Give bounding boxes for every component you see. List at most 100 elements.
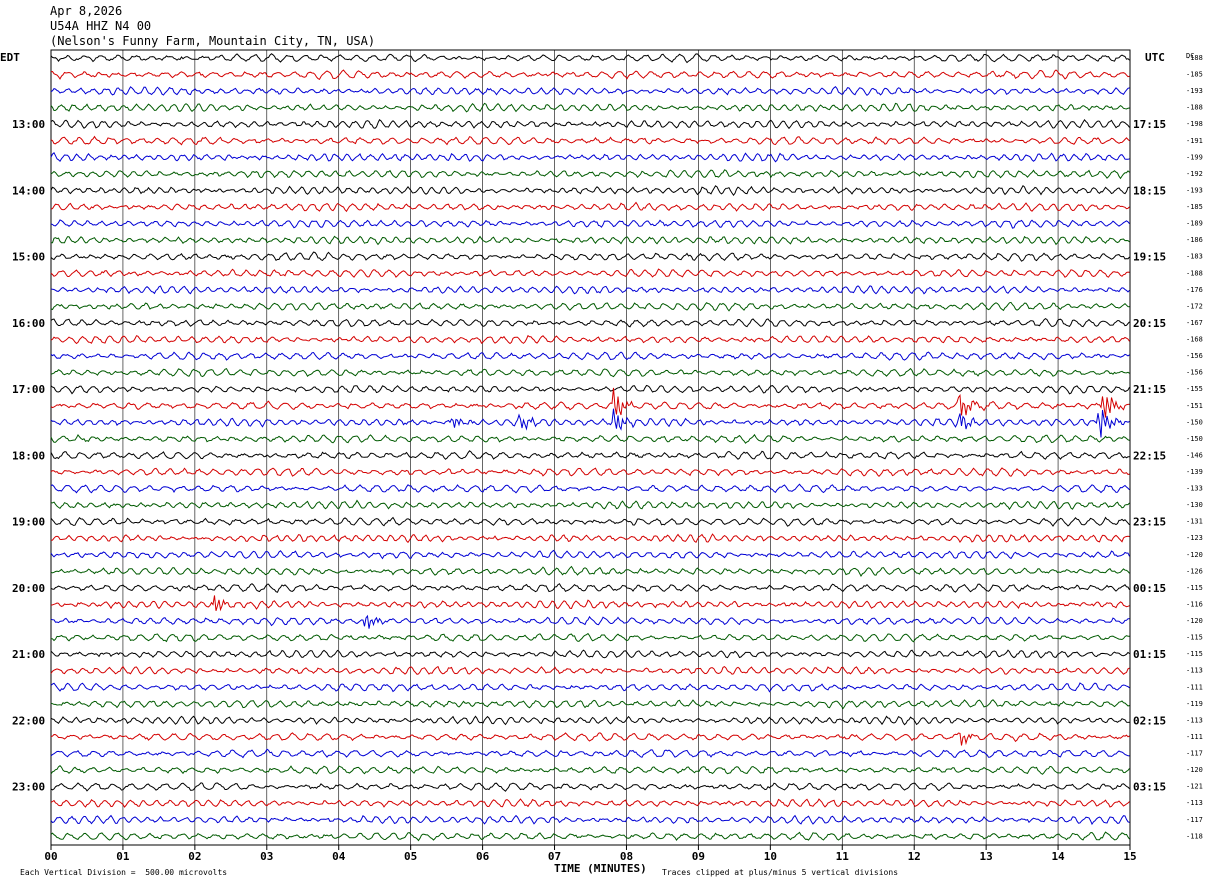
dc-offset-label: -117 [1186,750,1203,758]
seismic-trace [50,268,1130,278]
seismic-trace [50,135,1130,146]
dc-offset-label: -199 [1186,153,1203,161]
left-time-label: 19:00 [12,516,45,529]
seismic-trace [50,583,1130,593]
date-label: Apr 8,2026 [50,4,123,18]
right-time-label: 22:15 [1133,449,1166,462]
dc-offset-label: -156 [1186,352,1203,360]
dc-offset-label: -189 [1186,220,1203,228]
dc-offset-label: -113 [1186,799,1203,807]
left-time-label: 22:00 [12,714,45,727]
dc-offset-label: -113 [1186,716,1203,724]
location-label: (Nelson's Funny Farm, Mountain City, TN,… [50,34,376,48]
dc-offset-label: -111 [1186,733,1203,741]
seismic-trace [50,814,1130,826]
dc-offset-label: -123 [1186,534,1203,542]
seismic-trace [50,450,1130,460]
left-time-label: 13:00 [12,118,45,131]
dc-offset-label: -139 [1186,468,1203,476]
dc-offset-label: -185 [1186,71,1203,79]
left-time-label: 21:00 [12,648,45,661]
seismic-trace [50,169,1130,180]
dc-offset-label: -121 [1186,783,1203,791]
right-time-label: 19:15 [1133,251,1166,264]
x-tick-label: 01 [116,850,130,863]
left-axis-label: EDT [0,51,20,64]
dc-offset-label: -126 [1186,567,1203,575]
right-axis-label: UTC [1145,51,1165,64]
seismic-trace [50,387,1130,418]
x-tick-label: 12 [908,850,921,863]
seismic-trace [50,334,1130,345]
seismic-trace [50,351,1130,361]
seismic-trace [50,516,1130,527]
seismic-trace [50,251,1130,262]
seismic-trace [50,765,1130,775]
dc-offset-label: -168 [1186,336,1203,344]
dc-offset-label: -150 [1186,418,1203,426]
dc-offset-label: -185 [1186,203,1203,211]
x-tick-label: 05 [404,850,417,863]
left-time-label: 17:00 [12,383,45,396]
x-tick-label: 11 [836,850,850,863]
seismic-trace [50,317,1130,328]
seismic-trace [50,732,1130,746]
left-time-label: 15:00 [12,251,45,264]
seismic-trace [50,632,1130,643]
seismic-trace [50,665,1130,675]
right-time-label: 23:15 [1133,516,1166,529]
seismic-trace [50,152,1130,163]
x-tick-label: 03 [260,850,273,863]
x-tick-label: 02 [188,850,201,863]
right-time-label: 03:15 [1133,781,1166,794]
right-time-label: 01:15 [1133,648,1166,661]
x-tick-label: 10 [764,850,777,863]
dc-label: DC [1186,52,1194,60]
dc-offset-label: -116 [1186,600,1203,608]
dc-offset-label: -192 [1186,170,1203,178]
seismic-trace [50,53,1130,64]
seismic-trace [50,533,1130,544]
seismic-trace [50,285,1130,295]
seismic-trace [51,235,1130,246]
right-time-label: 20:15 [1133,317,1166,330]
dc-offset-label: -191 [1186,137,1203,145]
x-tick-label: 09 [692,850,705,863]
seismic-trace [50,483,1130,494]
seismic-trace [50,831,1130,842]
dc-offset-label: -113 [1186,667,1203,675]
seismic-trace [50,499,1130,511]
right-time-label: 02:15 [1133,714,1166,727]
dc-offset-label: -186 [1186,236,1203,244]
right-time-label: 21:15 [1133,383,1166,396]
dc-offset-label: -120 [1186,617,1203,625]
left-time-label: 20:00 [12,582,45,595]
right-time-label: 18:15 [1133,184,1166,197]
seismic-trace [50,682,1130,693]
dc-offset-label: -115 [1186,584,1203,592]
station-label: U54A HHZ N4 00 [50,19,152,33]
seismic-trace [50,301,1130,312]
dc-offset-label: -156 [1186,369,1203,377]
x-tick-label: 00 [44,850,57,863]
dc-offset-label: -120 [1186,551,1203,559]
x-tick-label: 14 [1051,850,1065,863]
dc-offset-label: -188 [1186,269,1203,277]
right-time-label: 17:15 [1133,118,1166,131]
seismic-trace [50,595,1130,612]
left-time-label: 14:00 [12,184,45,197]
seismic-trace [50,798,1130,808]
dc-offset-label: -115 [1186,650,1203,658]
x-tick-label: 04 [332,850,346,863]
x-tick-label: 07 [548,850,561,863]
dc-offset-label: -120 [1186,766,1203,774]
dc-offset-label: -193 [1186,186,1203,194]
dc-offset-label: -118 [1186,832,1203,840]
dc-offset-label: -155 [1186,385,1203,393]
seismic-trace [50,782,1130,792]
x-tick-label: 08 [620,850,633,863]
seismic-trace [50,649,1130,659]
dc-offset-label: -150 [1186,435,1203,443]
dc-offset-label: -188 [1186,104,1203,112]
